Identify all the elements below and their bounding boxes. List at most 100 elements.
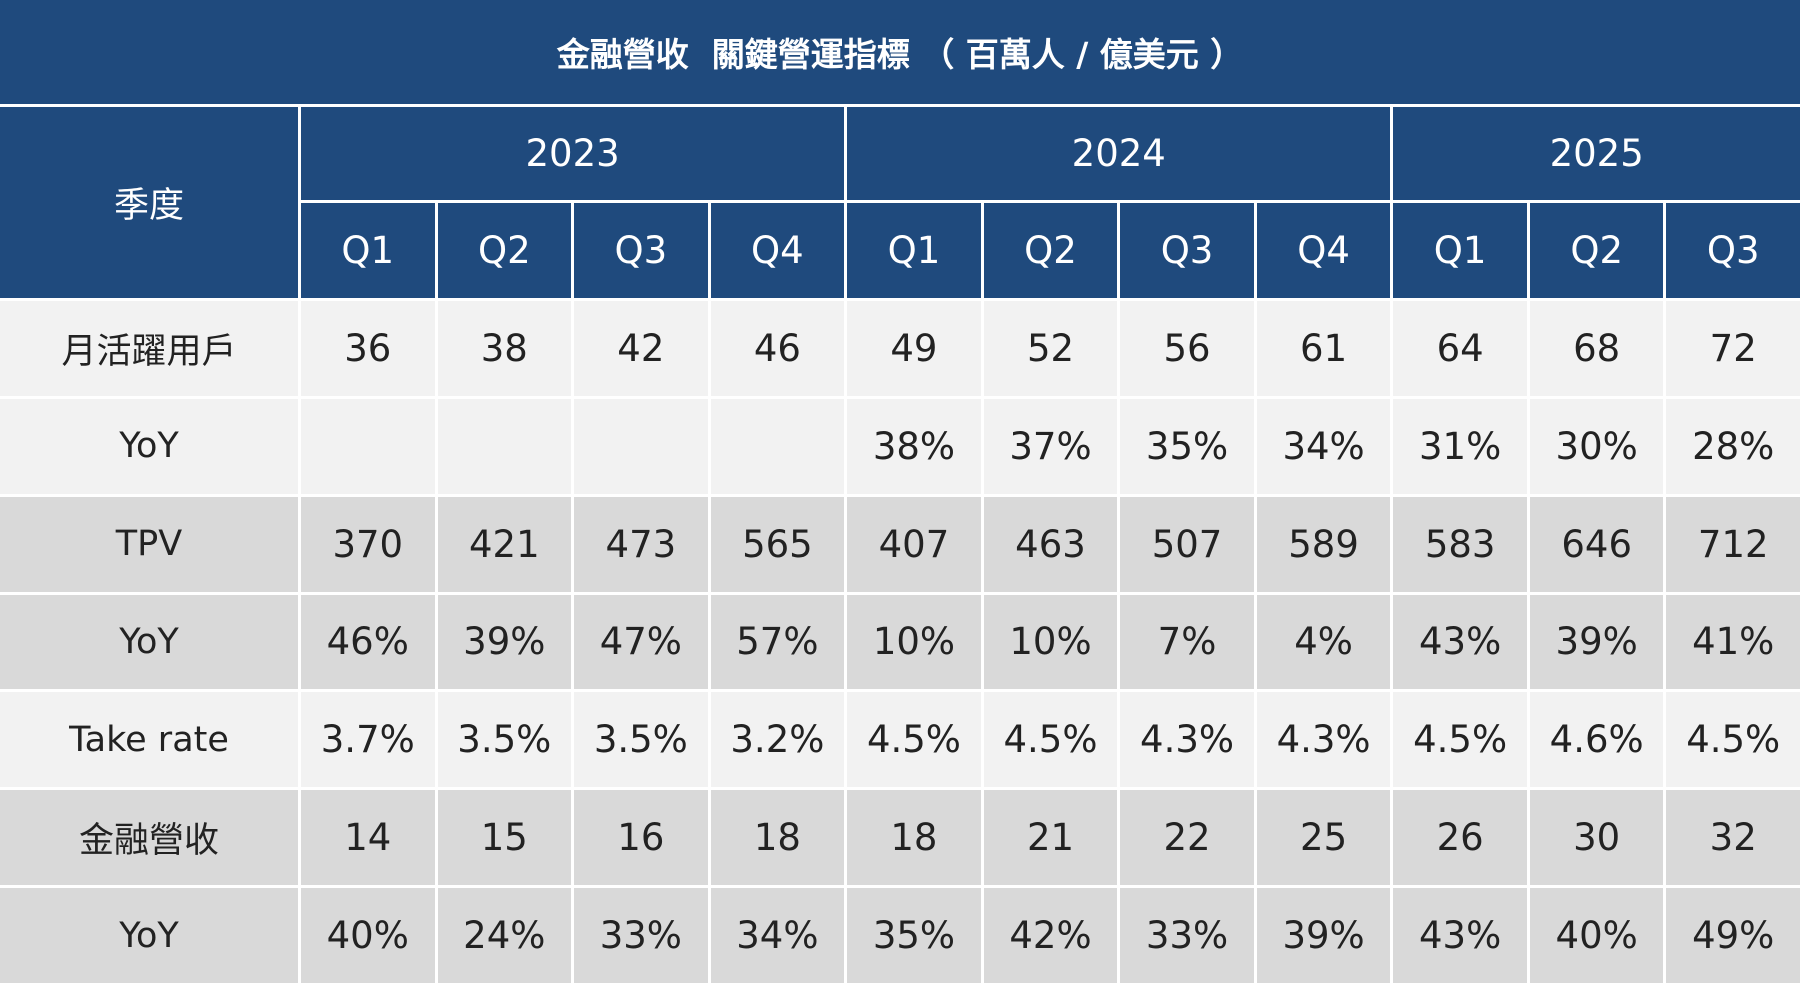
table-cell: 407: [847, 496, 981, 592]
table-cell: 61: [1256, 301, 1391, 396]
table-cell: 10%: [847, 594, 981, 690]
table-cell: 4.6%: [1529, 692, 1664, 788]
table-cell: 68: [1529, 301, 1664, 396]
table-cell: 712: [1666, 496, 1800, 592]
table-cell: 43%: [1393, 594, 1527, 690]
table-cell: 33%: [1120, 888, 1254, 983]
table-cell: 39%: [1256, 888, 1391, 983]
table-cell: 3.7%: [301, 692, 435, 788]
row-label: 月活躍用戶: [0, 301, 298, 396]
quarter-header: Q2: [437, 203, 572, 298]
table-cell: [301, 398, 435, 494]
table-cell: 370: [301, 496, 435, 592]
table-cell: 463: [983, 496, 1118, 592]
table-cell: 4%: [1256, 594, 1391, 690]
table-cell: 49%: [1666, 888, 1800, 983]
quarter-header: Q3: [1120, 203, 1254, 298]
corner-header: 季度: [0, 107, 298, 298]
table-cell: 32: [1666, 790, 1800, 886]
table-cell: 507: [1120, 496, 1254, 592]
table-cell: 583: [1393, 496, 1527, 592]
quarter-header: Q2: [983, 203, 1118, 298]
table-cell: 4.3%: [1120, 692, 1254, 788]
table-cell: 57%: [710, 594, 845, 690]
table-cell: 4.5%: [983, 692, 1118, 788]
table-cell: 15: [437, 790, 572, 886]
table-cell: 10%: [983, 594, 1118, 690]
row-label: YoY: [0, 398, 298, 494]
table-cell: 22: [1120, 790, 1254, 886]
quarter-header: Q2: [1529, 203, 1664, 298]
quarter-header: Q4: [710, 203, 845, 298]
table-cell: 42: [574, 301, 708, 396]
table-cell: 646: [1529, 496, 1664, 592]
table-cell: 565: [710, 496, 845, 592]
quarter-header: Q4: [1256, 203, 1391, 298]
table-cell: 39%: [437, 594, 572, 690]
table-cell: 421: [437, 496, 572, 592]
table-cell: 39%: [1529, 594, 1664, 690]
quarter-header: Q1: [1393, 203, 1527, 298]
table-cell: 4.5%: [847, 692, 981, 788]
table-cell: [574, 398, 708, 494]
table-title: 金融營收 關鍵營運指標 （ 百萬人 / 億美元 ）: [0, 0, 1800, 104]
quarter-header: Q3: [1666, 203, 1800, 298]
table-cell: 3.5%: [437, 692, 572, 788]
table-cell: 49: [847, 301, 981, 396]
table-cell: 16: [574, 790, 708, 886]
table-cell: 25: [1256, 790, 1391, 886]
table-cell: 21: [983, 790, 1118, 886]
table-cell: 4.3%: [1256, 692, 1391, 788]
table-cell: 56: [1120, 301, 1254, 396]
row-label: YoY: [0, 888, 298, 983]
table-cell: 30: [1529, 790, 1664, 886]
table-cell: 3.2%: [710, 692, 845, 788]
table-cell: 38: [437, 301, 572, 396]
table-cell: 46%: [301, 594, 435, 690]
table-cell: 40%: [1529, 888, 1664, 983]
row-label: TPV: [0, 496, 298, 592]
row-label: YoY: [0, 594, 298, 690]
quarter-header: Q3: [574, 203, 708, 298]
table-cell: 26: [1393, 790, 1527, 886]
table-cell: 473: [574, 496, 708, 592]
quarter-header: Q1: [847, 203, 981, 298]
table-cell: 34%: [1256, 398, 1391, 494]
table-cell: 36: [301, 301, 435, 396]
table-cell: 30%: [1529, 398, 1664, 494]
year-header: 2024: [847, 107, 1391, 200]
table-cell: 42%: [983, 888, 1118, 983]
table-cell: 3.5%: [574, 692, 708, 788]
table-cell: 35%: [1120, 398, 1254, 494]
table-cell: 34%: [710, 888, 845, 983]
table-cell: 47%: [574, 594, 708, 690]
table-cell: 72: [1666, 301, 1800, 396]
row-label: Take rate: [0, 692, 298, 788]
table-cell: 31%: [1393, 398, 1527, 494]
table-cell: 52: [983, 301, 1118, 396]
table-cell: 46: [710, 301, 845, 396]
table-cell: [710, 398, 845, 494]
table-cell: 4.5%: [1393, 692, 1527, 788]
table-cell: 4.5%: [1666, 692, 1800, 788]
table-cell: 40%: [301, 888, 435, 983]
table-cell: 35%: [847, 888, 981, 983]
table-cell: 41%: [1666, 594, 1800, 690]
table-cell: 18: [710, 790, 845, 886]
table-cell: 37%: [983, 398, 1118, 494]
table-cell: 7%: [1120, 594, 1254, 690]
table-cell: 64: [1393, 301, 1527, 396]
table-cell: [437, 398, 572, 494]
year-header: 2025: [1393, 107, 1800, 200]
quarter-header: Q1: [301, 203, 435, 298]
table-cell: 18: [847, 790, 981, 886]
table-cell: 589: [1256, 496, 1391, 592]
table-cell: 24%: [437, 888, 572, 983]
table-cell: 28%: [1666, 398, 1800, 494]
row-label: 金融營收: [0, 790, 298, 886]
year-header: 2023: [301, 107, 845, 200]
table-cell: 43%: [1393, 888, 1527, 983]
table-cell: 14: [301, 790, 435, 886]
table-cell: 38%: [847, 398, 981, 494]
